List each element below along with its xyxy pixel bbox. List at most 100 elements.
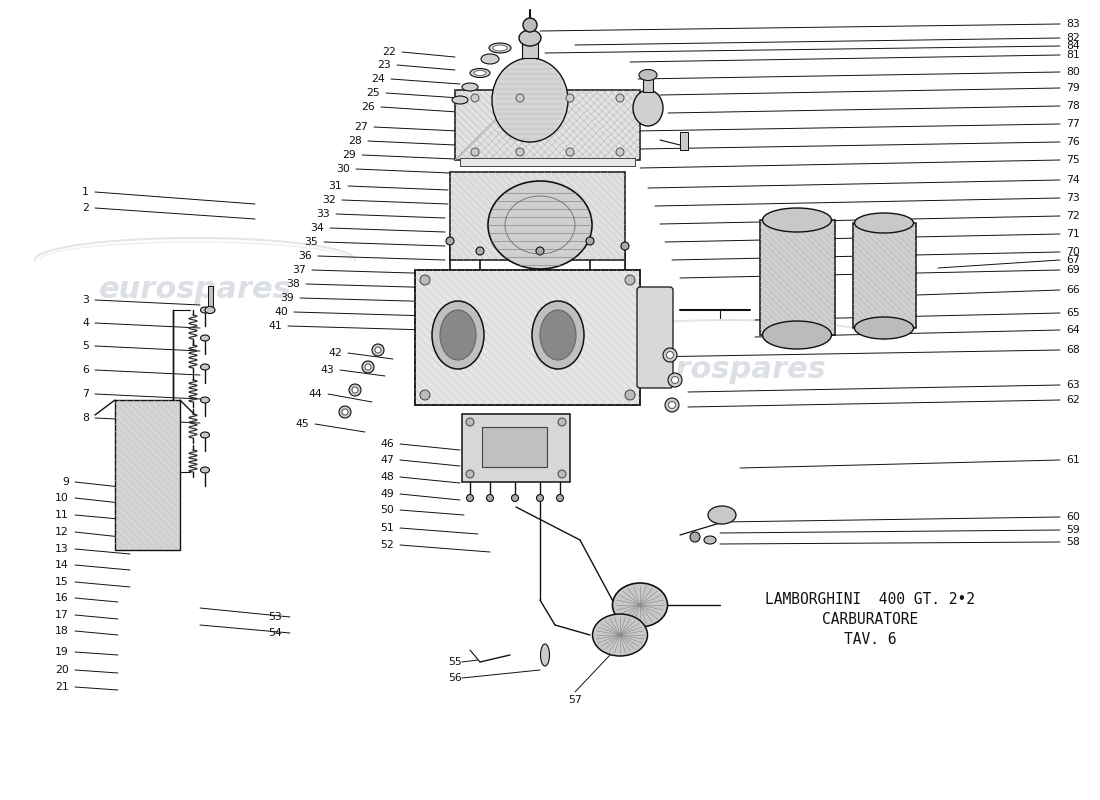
Text: 40: 40 — [274, 307, 288, 317]
Text: 9: 9 — [62, 477, 69, 487]
Text: 20: 20 — [55, 665, 69, 675]
Ellipse shape — [762, 208, 832, 232]
Text: 37: 37 — [293, 265, 306, 275]
Circle shape — [663, 348, 676, 362]
Circle shape — [466, 494, 473, 502]
Circle shape — [365, 364, 371, 370]
Circle shape — [669, 402, 675, 409]
Circle shape — [616, 148, 624, 156]
Ellipse shape — [762, 321, 832, 349]
Text: 68: 68 — [1066, 345, 1080, 355]
Circle shape — [621, 242, 629, 250]
Text: 47: 47 — [381, 455, 394, 465]
Circle shape — [668, 373, 682, 387]
Text: 12: 12 — [55, 527, 69, 537]
Bar — [462, 414, 570, 482]
Text: 63: 63 — [1066, 380, 1080, 390]
Ellipse shape — [490, 43, 512, 53]
Text: 38: 38 — [286, 279, 300, 289]
Text: 77: 77 — [1066, 119, 1080, 129]
Ellipse shape — [432, 301, 484, 369]
Circle shape — [557, 494, 563, 502]
Bar — [208, 286, 213, 308]
Ellipse shape — [519, 30, 541, 46]
Text: 10: 10 — [55, 493, 69, 503]
Text: 16: 16 — [55, 593, 69, 603]
Circle shape — [420, 390, 430, 400]
Circle shape — [516, 94, 524, 102]
Circle shape — [566, 148, 574, 156]
Text: 13: 13 — [55, 544, 69, 554]
Circle shape — [516, 148, 524, 156]
Ellipse shape — [200, 364, 209, 370]
Text: 19: 19 — [55, 647, 69, 657]
Circle shape — [466, 470, 474, 478]
Circle shape — [352, 387, 358, 393]
Text: 56: 56 — [449, 673, 462, 683]
Text: 84: 84 — [1066, 41, 1080, 51]
Ellipse shape — [613, 583, 668, 627]
Bar — [116, 400, 180, 550]
Circle shape — [349, 384, 361, 396]
Circle shape — [667, 351, 673, 358]
Text: 51: 51 — [381, 523, 394, 533]
Text: 31: 31 — [328, 181, 342, 191]
Text: 36: 36 — [298, 251, 312, 261]
Text: 41: 41 — [268, 321, 282, 331]
Text: 72: 72 — [1066, 211, 1080, 221]
Circle shape — [372, 344, 384, 356]
Circle shape — [566, 94, 574, 102]
Text: 3: 3 — [82, 295, 89, 305]
Ellipse shape — [452, 96, 468, 104]
Text: 2: 2 — [82, 203, 89, 213]
Text: 23: 23 — [377, 60, 390, 70]
Ellipse shape — [704, 536, 716, 544]
Ellipse shape — [855, 213, 913, 233]
Text: 25: 25 — [366, 88, 379, 98]
Text: 80: 80 — [1066, 67, 1080, 77]
Ellipse shape — [470, 69, 490, 78]
Ellipse shape — [200, 432, 209, 438]
Ellipse shape — [440, 310, 476, 360]
Text: 28: 28 — [349, 136, 362, 146]
Text: 58: 58 — [1066, 537, 1080, 547]
Circle shape — [466, 418, 474, 426]
Text: 1: 1 — [82, 187, 89, 197]
Text: 65: 65 — [1066, 308, 1080, 318]
Text: 7: 7 — [82, 389, 89, 399]
Text: 79: 79 — [1066, 83, 1080, 93]
Text: CARBURATORE: CARBURATORE — [822, 613, 918, 627]
Ellipse shape — [462, 83, 478, 91]
Circle shape — [671, 377, 679, 383]
Text: 61: 61 — [1066, 455, 1080, 465]
Circle shape — [362, 361, 374, 373]
Circle shape — [375, 347, 381, 353]
Circle shape — [558, 418, 566, 426]
Ellipse shape — [532, 301, 584, 369]
Text: 78: 78 — [1066, 101, 1080, 111]
Ellipse shape — [474, 70, 486, 75]
Text: 59: 59 — [1066, 525, 1080, 535]
Text: 62: 62 — [1066, 395, 1080, 405]
Text: 39: 39 — [280, 293, 294, 303]
Ellipse shape — [593, 614, 648, 656]
Text: 82: 82 — [1066, 33, 1080, 43]
Text: 17: 17 — [55, 610, 69, 620]
Text: 43: 43 — [320, 365, 334, 375]
Text: 46: 46 — [381, 439, 394, 449]
Ellipse shape — [200, 397, 209, 403]
Text: 76: 76 — [1066, 137, 1080, 147]
Text: 15: 15 — [55, 577, 69, 587]
Bar — [760, 220, 835, 335]
Circle shape — [471, 94, 478, 102]
Text: 34: 34 — [310, 223, 324, 233]
Circle shape — [339, 406, 351, 418]
Circle shape — [476, 247, 484, 255]
Text: 8: 8 — [82, 413, 89, 423]
Bar — [680, 132, 688, 150]
Text: 32: 32 — [322, 195, 335, 205]
Circle shape — [446, 237, 454, 245]
Text: 24: 24 — [372, 74, 385, 84]
Circle shape — [586, 237, 594, 245]
Ellipse shape — [481, 54, 499, 64]
